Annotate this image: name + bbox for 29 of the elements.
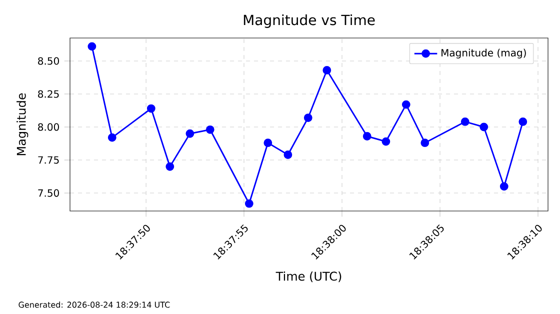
point — [146, 104, 156, 113]
x-axis-title: Time (UTC) — [276, 271, 342, 282]
point — [518, 118, 528, 126]
point — [304, 114, 312, 122]
legend-label: Magnitude (mag) — [442, 48, 526, 58]
y-axis-title: Magnitude — [16, 93, 28, 156]
point — [382, 137, 390, 146]
chart-title: Magnitude vs Time — [244, 14, 375, 28]
point — [480, 122, 488, 132]
point — [500, 182, 508, 191]
point — [244, 199, 254, 208]
y-tick-label: 8.50 — [38, 57, 59, 65]
point — [108, 133, 116, 142]
y-tick-label: 8.00 — [38, 123, 59, 131]
y-tick-label: 8.25 — [38, 90, 59, 98]
point — [322, 66, 332, 74]
point — [420, 138, 430, 148]
text: Generated: 2026-08-24 18:29:14 UTC — [18, 302, 170, 308]
point — [362, 132, 372, 140]
point — [166, 162, 174, 171]
point — [264, 138, 272, 148]
point — [206, 125, 214, 134]
y-tick-label: 7.75 — [38, 156, 59, 164]
point — [284, 150, 292, 159]
point — [460, 118, 470, 126]
y-tick-label: 7.50 — [38, 189, 59, 197]
point — [88, 42, 96, 51]
point — [402, 100, 410, 109]
point — [186, 129, 194, 138]
